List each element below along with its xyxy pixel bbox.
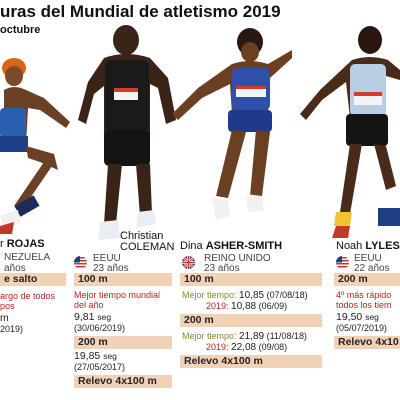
mark-coleman-100m: 9,81 seg xyxy=(74,311,112,323)
athlete-name-rojas: r ROJAS xyxy=(0,238,45,250)
note-coleman-2: del año xyxy=(74,300,104,310)
date-coleman-100m: (30/06/2019) xyxy=(74,323,126,333)
athlete-photo-rojas xyxy=(0,58,70,234)
first-name: r xyxy=(0,238,4,250)
note-lyles-1: 4º más rápido xyxy=(336,290,392,300)
flag-usa-icon xyxy=(74,256,87,269)
age-coleman: 23 años xyxy=(93,263,129,274)
date-rojas: 2019) xyxy=(0,324,24,334)
athlete-photo-asher-smith xyxy=(172,28,292,220)
mark-rojas: m xyxy=(0,312,9,324)
country-coleman: EEUU xyxy=(93,253,121,264)
page-subtitle: octubre xyxy=(0,24,41,36)
event-band-lyles-200m: 200 m xyxy=(334,273,400,286)
date-lyles-200m: (05/07/2019) xyxy=(336,323,388,333)
age-lyles: 22 años xyxy=(354,263,390,274)
best-asher-smith-200m-b: 2019: 22,08 (09/08) xyxy=(206,342,288,353)
mark-coleman-200m: 19,85 seg xyxy=(74,350,117,362)
athlete-photo-lyles xyxy=(300,26,400,238)
note-rojas-1: argo de todos xyxy=(0,291,56,301)
country-lyles: EEUU xyxy=(354,253,382,264)
event-band-asher-smith-200m: 200 m xyxy=(180,314,322,327)
event-band-coleman-100m: 100 m xyxy=(74,273,172,286)
last-name: ROJAS xyxy=(6,238,45,250)
flag-usa-icon xyxy=(336,256,349,269)
event-band-coleman-relay: Relevo 4x100 m xyxy=(74,375,172,388)
event-band-lyles-relay: Relevo 4x10 xyxy=(334,336,400,349)
athlete-first-name-coleman: Christian xyxy=(120,230,164,242)
flag-uk-icon xyxy=(182,256,195,269)
athlete-name-lyles: Noah LYLES xyxy=(336,240,400,252)
athlete-last-name-coleman: COLEMAN xyxy=(120,241,175,253)
note-rojas-2: pos xyxy=(0,301,15,311)
athlete-name-asher-smith: Dina ASHER-SMITH xyxy=(180,240,283,252)
athlete-photo-coleman xyxy=(78,25,176,240)
age-asher-smith: 23 años xyxy=(204,263,240,274)
event-band-rojas: e salto xyxy=(0,273,66,286)
event-band-asher-smith-relay: Relevo 4x100 m xyxy=(180,355,322,368)
date-coleman-200m: (27/05/2017) xyxy=(74,362,126,372)
note-coleman-1: Mejor tiempo mundial xyxy=(74,290,161,300)
country-rojas: NEZUELA xyxy=(4,252,51,263)
note-lyles-2: todos los tiem xyxy=(336,300,392,310)
event-band-coleman-200m: 200 m xyxy=(74,336,172,349)
country-asher-smith: REINO UNIDO xyxy=(204,253,271,264)
event-band-asher-smith-100m: 100 m xyxy=(180,273,322,286)
mark-lyles-200m: 19,50 seg xyxy=(336,311,379,323)
best-asher-smith-100m-b: 2019: 10,88 (06/09) xyxy=(206,301,288,312)
age-rojas: años xyxy=(4,263,26,274)
best-asher-smith-100m-a: Mejor tiempo: 10,85 (07/08/18) xyxy=(182,290,308,301)
page-title: uras del Mundial de atletismo 2019 xyxy=(0,2,281,21)
best-asher-smith-200m-a: Mejor tiempo: 21,89 (11/08/18) xyxy=(182,331,307,342)
